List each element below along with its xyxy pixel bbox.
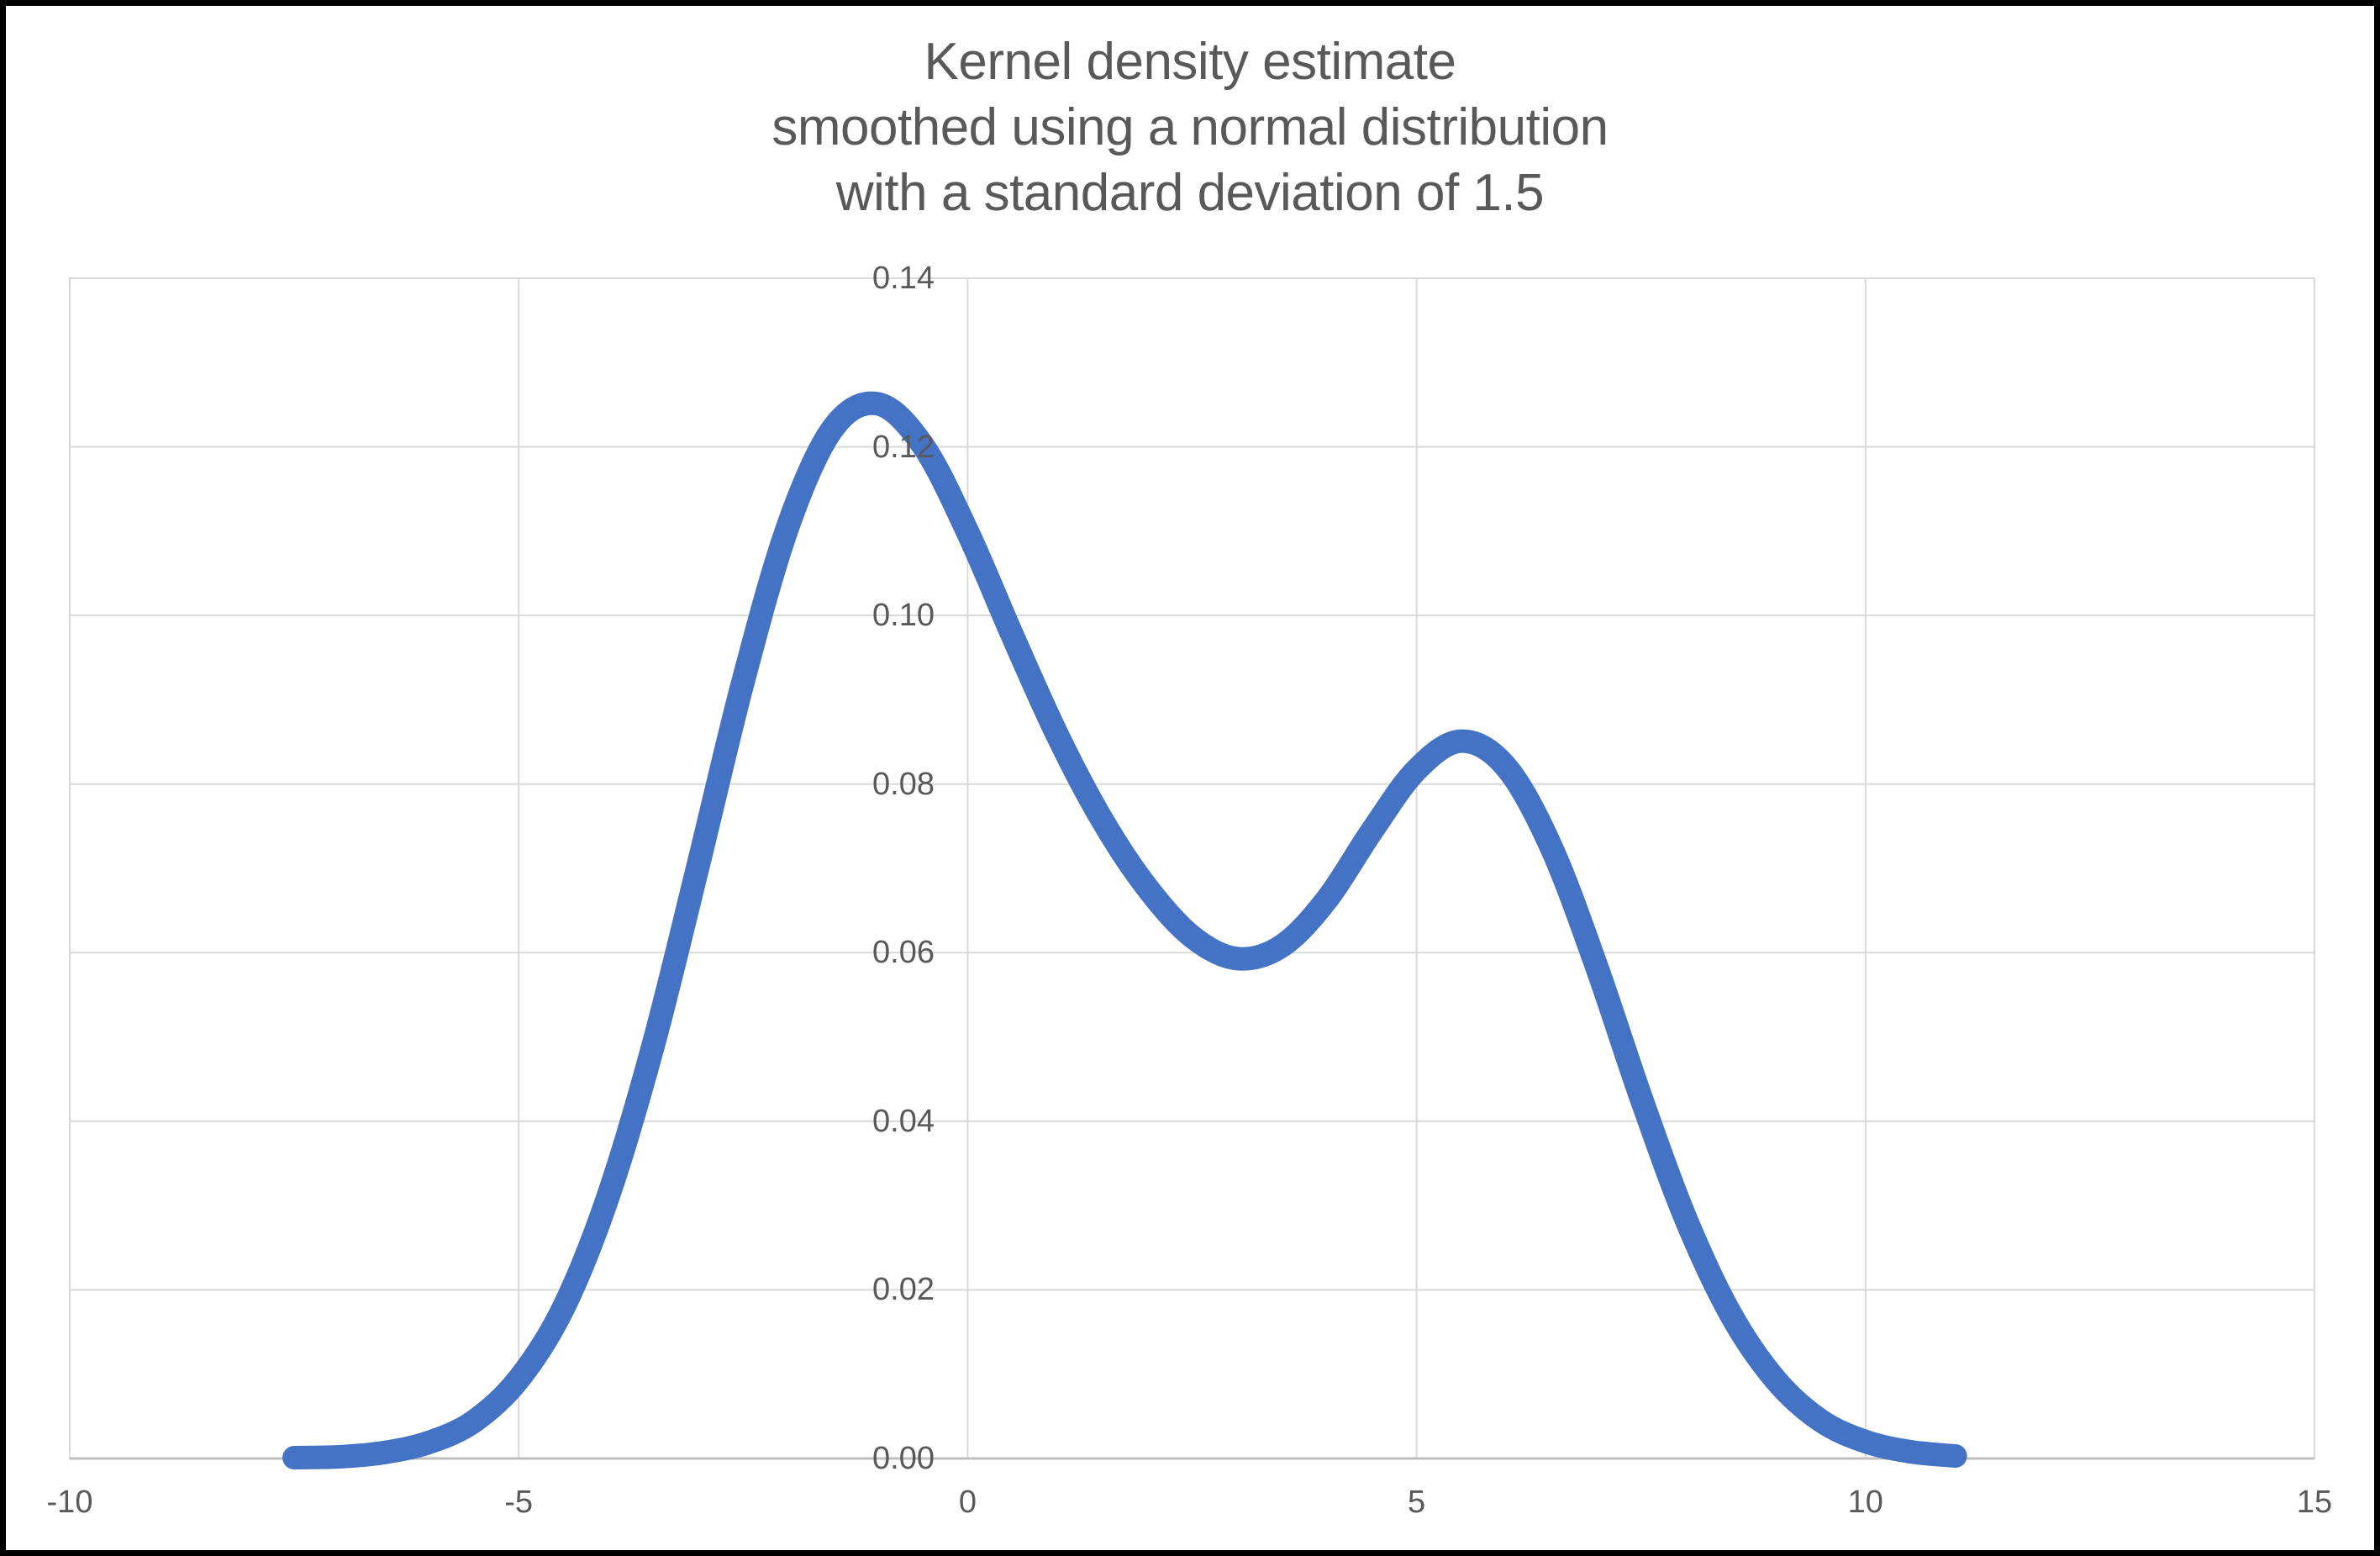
chart-title: Kernel density estimate smoothed using a…	[771, 33, 1609, 222]
y-tick-label: 0.02	[872, 1272, 935, 1308]
y-tick-label: 0.12	[872, 429, 935, 465]
y-tick-label: 0.06	[872, 935, 935, 971]
y-tick-label: 0.00	[872, 1441, 935, 1476]
x-tick-label: 5	[1408, 1485, 1426, 1520]
plot-svg	[69, 277, 2315, 1469]
x-tick-label: 0	[958, 1485, 977, 1520]
kde-curve	[282, 391, 1967, 1469]
y-tick-label: 0.08	[872, 766, 935, 802]
gridlines	[70, 278, 2314, 1458]
y-tick-label: 0.04	[872, 1103, 935, 1139]
chart-area: Kernel density estimate smoothed using a…	[6, 6, 2374, 1550]
y-tick-label: 0.14	[872, 261, 935, 296]
x-tick-label: 10	[1847, 1485, 1883, 1520]
x-tick-label: 15	[2296, 1485, 2333, 1520]
x-tick-label: -10	[46, 1485, 93, 1520]
x-tick-label: -5	[504, 1485, 534, 1520]
y-tick-label: 0.10	[872, 598, 935, 634]
